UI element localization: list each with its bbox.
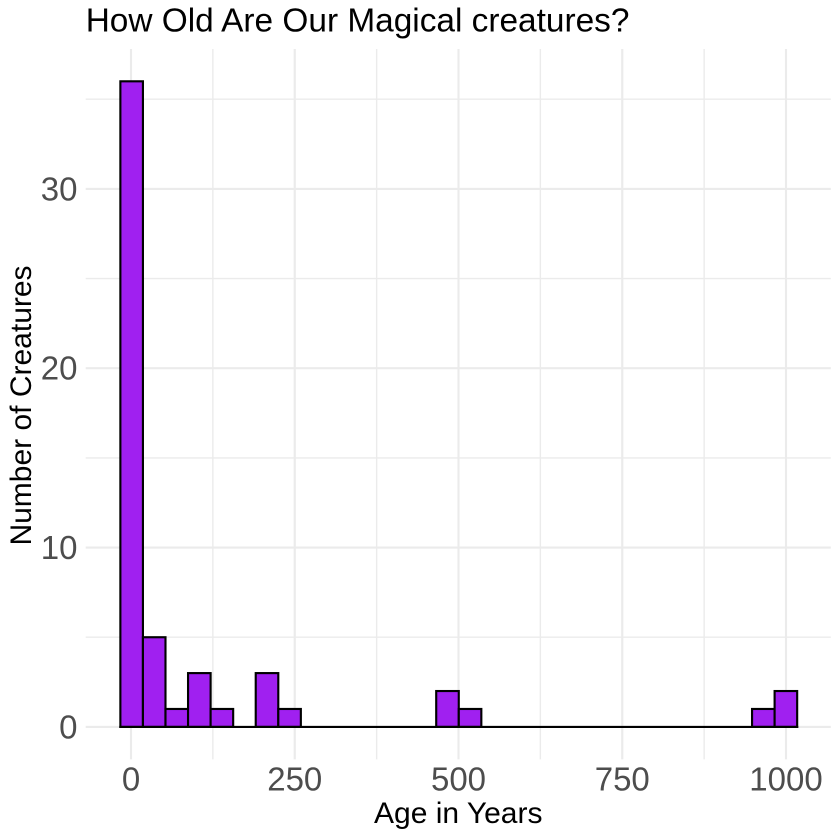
svg-text:Age in Years: Age in Years — [374, 797, 542, 830]
svg-text:30: 30 — [41, 170, 78, 207]
svg-text:How Old Are Our Magical creatu: How Old Are Our Magical creatures? — [86, 3, 630, 40]
svg-text:Number of Creatures: Number of Creatures — [5, 265, 38, 545]
svg-text:250: 250 — [267, 761, 322, 798]
svg-text:20: 20 — [41, 350, 78, 387]
svg-text:1000: 1000 — [749, 761, 822, 798]
svg-text:10: 10 — [41, 529, 78, 566]
svg-text:500: 500 — [431, 761, 486, 798]
svg-text:0: 0 — [59, 708, 77, 745]
svg-text:750: 750 — [595, 761, 650, 798]
svg-text:0: 0 — [122, 761, 140, 798]
